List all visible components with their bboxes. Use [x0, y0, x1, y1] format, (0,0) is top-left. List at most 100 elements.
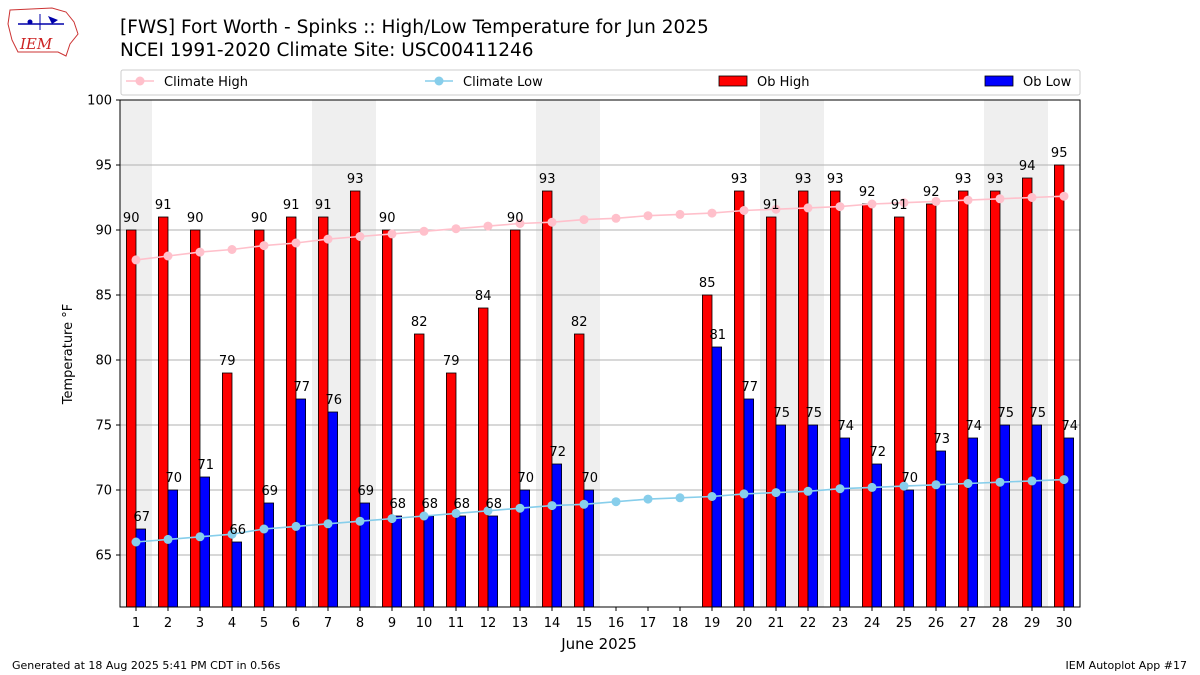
climate-low-point-day-19 [707, 492, 717, 501]
climate-low-point-day-22 [803, 486, 813, 496]
ob-low-label-day-3: 71 [198, 458, 215, 473]
climate-low-point-day-12 [483, 506, 493, 516]
ob-high-label-day-8: 93 [347, 172, 364, 187]
x-tick-label-18: 18 [672, 616, 689, 631]
ob-high-label-day-10: 82 [411, 315, 428, 330]
ob-high-label-day-27: 93 [955, 172, 972, 187]
climate-low-point-day-21 [771, 488, 781, 498]
ob-low-bar-day-20 [743, 398, 755, 608]
climate-low-point-day-11 [451, 508, 461, 518]
legend-ob-high: Ob High [718, 75, 810, 90]
climate-high-point-day-27 [963, 195, 973, 205]
x-tick-label-5: 5 [260, 616, 268, 631]
ob-low-label-day-2: 70 [166, 471, 183, 486]
climate-low-point-day-9 [387, 514, 397, 524]
climate-low-point-day-7 [323, 519, 333, 529]
climate-low-point-day-6 [291, 521, 301, 531]
ob-high-label-day-4: 79 [219, 354, 236, 369]
ob-low-label-day-21: 75 [774, 406, 791, 421]
ob-low-bar-day-19 [711, 346, 723, 608]
ob-low-label-day-26: 73 [934, 432, 951, 447]
legend-climate-low: Climate Low [425, 75, 543, 90]
x-tick-label-9: 9 [388, 616, 396, 631]
climate-low-point-day-1 [131, 537, 141, 547]
climate-high-point-day-3 [195, 247, 205, 257]
climate-high-point-day-8 [355, 232, 365, 241]
ob-low-label-day-22: 75 [806, 406, 823, 421]
climate-high-point-day-24 [867, 199, 877, 209]
ob-high-label-day-3: 90 [187, 211, 204, 226]
ob-low-label-day-20: 77 [742, 380, 759, 395]
chart-title: [FWS] Fort Worth - Spinks :: High/Low Te… [120, 17, 709, 38]
ob-high-label-day-28: 93 [987, 172, 1004, 187]
ob-low-bar-day-14 [551, 463, 563, 608]
ob-high-bar-day-4 [221, 372, 233, 608]
x-tick-label-11: 11 [448, 616, 465, 631]
ob-low-label-day-5: 69 [262, 484, 279, 499]
climate-low-point-day-14 [547, 501, 557, 511]
legend-climate-low-label: Climate Low [463, 75, 543, 90]
ob-low-label-day-6: 77 [294, 380, 311, 395]
footer-app-id: IEM Autoplot App #17 [1065, 659, 1188, 672]
ob-low-label-day-28: 75 [998, 406, 1015, 421]
ob-high-label-day-5: 90 [251, 211, 268, 226]
ob-high-bar-day-22 [798, 190, 809, 608]
ob-high-bar-day-30 [1054, 164, 1065, 608]
climate-high-point-day-29 [1027, 193, 1037, 202]
x-tick-label-25: 25 [896, 616, 913, 631]
ob-low-label-day-12: 68 [486, 497, 503, 512]
ob-low-bar-day-4 [231, 541, 243, 608]
climate-low-point-day-20 [739, 489, 749, 499]
ob-low-label-day-7: 76 [326, 393, 343, 408]
climate-low-point-day-29 [1027, 476, 1037, 486]
ob-high-bar-day-24 [862, 203, 873, 608]
ob-high-label-day-2: 91 [155, 198, 172, 213]
climate-high-point-day-1 [131, 255, 141, 265]
climate-low-point-day-8 [355, 516, 365, 526]
ob-low-label-day-27: 74 [966, 419, 983, 434]
climate-low-point-day-15 [579, 499, 589, 509]
iem-logo: IEM [7, 7, 79, 57]
y-axis-label: Temperature °F [61, 304, 76, 405]
x-tick-label-3: 3 [196, 616, 204, 631]
ob-high-label-day-14: 93 [539, 172, 556, 187]
x-tick-label-21: 21 [768, 616, 785, 631]
x-tick-label-8: 8 [356, 616, 364, 631]
ob-high-bar-day-13 [509, 229, 521, 608]
climate-low-point-day-16 [611, 497, 621, 507]
y-tick-label-100: 100 [87, 94, 112, 109]
ob-high-bar-day-29 [1022, 177, 1033, 608]
climate-high-point-day-13 [515, 219, 525, 228]
x-tick-label-28: 28 [992, 616, 1009, 631]
legend-ob-low-label: Ob Low [1023, 75, 1072, 90]
x-tick-label-30: 30 [1056, 616, 1073, 631]
ob-low-bar-day-23 [839, 437, 851, 608]
ob-high-bar-day-1 [126, 229, 137, 608]
climate-high-point-day-30 [1059, 191, 1069, 201]
ob-high-label-day-25: 91 [891, 198, 908, 213]
ob-low-bar-day-28 [999, 424, 1011, 608]
ob-low-bar-day-2 [167, 489, 179, 608]
climate-high-point-day-11 [451, 224, 461, 234]
ob-low-bar-day-5 [263, 502, 275, 608]
ob-high-bar-day-5 [253, 229, 265, 608]
legend-ob-high-label: Ob High [757, 75, 810, 90]
ob-high-bar-day-7 [317, 216, 329, 608]
climate-low-point-day-30 [1059, 475, 1069, 485]
ob-low-label-day-25: 70 [902, 471, 919, 486]
climate-high-point-day-22 [803, 203, 813, 213]
ob-high-label-day-15: 82 [571, 315, 588, 330]
legend-climate-high-label: Climate High [164, 75, 248, 90]
ob-low-bar-day-30 [1063, 437, 1075, 608]
ob-high-label-day-19: 85 [699, 276, 716, 291]
climate-high-point-day-21 [771, 204, 781, 214]
ob-low-label-day-11: 68 [454, 497, 471, 512]
ob-high-label-day-29: 94 [1019, 159, 1036, 174]
ob-high-bar-day-28 [990, 190, 1001, 608]
ob-low-bar-day-22 [807, 424, 819, 608]
ob-high-label-day-22: 93 [795, 172, 812, 187]
climate-low-point-day-28 [995, 477, 1005, 487]
x-tick-label-16: 16 [608, 616, 625, 631]
climate-high-point-day-2 [163, 251, 173, 261]
